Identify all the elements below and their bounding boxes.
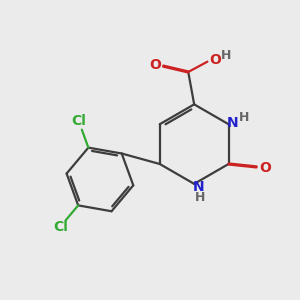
Text: N: N — [227, 116, 239, 130]
Text: H: H — [239, 111, 249, 124]
Text: N: N — [193, 180, 204, 194]
Text: Cl: Cl — [53, 220, 68, 234]
Text: Cl: Cl — [71, 114, 86, 128]
Text: H: H — [220, 49, 231, 62]
Text: O: O — [149, 58, 161, 73]
Text: O: O — [259, 161, 271, 175]
Text: O: O — [209, 53, 221, 68]
Text: H: H — [195, 190, 205, 204]
